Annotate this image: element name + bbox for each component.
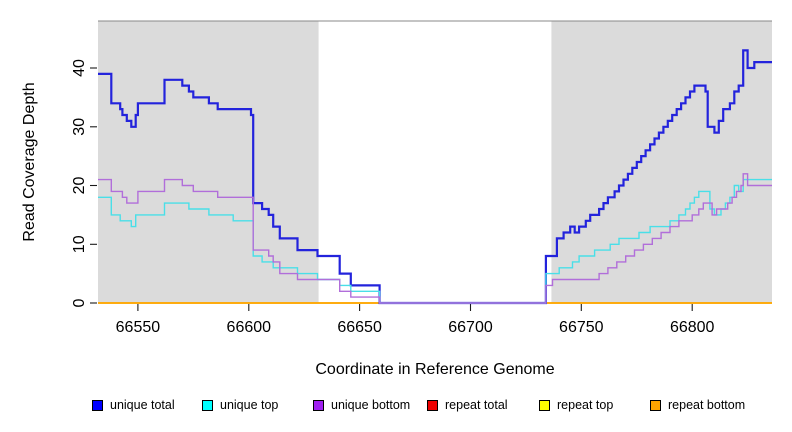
x-axis-title: Coordinate in Reference Genome	[315, 361, 555, 378]
masked-region	[98, 21, 319, 303]
x-tick-label: 66550	[116, 319, 161, 336]
y-tick-label: 0	[71, 298, 88, 307]
x-tick-label: 66700	[448, 319, 493, 336]
x-tick-label: 66600	[227, 319, 272, 336]
series-line-unique-bottom	[98, 173, 772, 304]
y-tick-label: 40	[71, 59, 88, 77]
masked-region	[551, 21, 772, 303]
y-axis-title: Read Coverage Depth	[21, 82, 38, 242]
series-line-unique-top	[98, 178, 772, 304]
y-tick-label: 20	[71, 177, 88, 195]
series-line-unique-total	[98, 49, 772, 305]
y-tick-label: 30	[71, 118, 88, 136]
x-tick-label: 66750	[559, 319, 604, 336]
y-tick-label: 10	[71, 235, 88, 253]
x-tick-label: 66650	[337, 319, 382, 336]
x-tick-label: 66800	[670, 319, 715, 336]
